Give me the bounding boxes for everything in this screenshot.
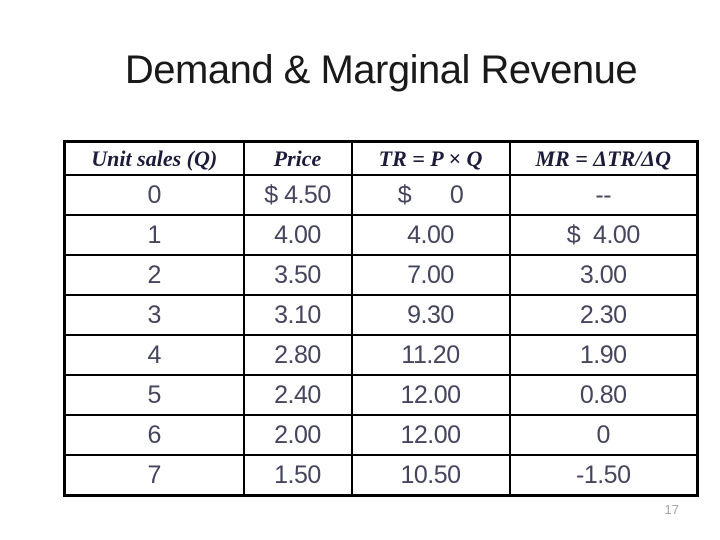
table-cell: 2.30 bbox=[508, 294, 699, 336]
table-cell: 1 bbox=[63, 214, 245, 256]
table-row: 6 2.00 12.00 0 bbox=[63, 414, 699, 456]
table-cell: 11.20 bbox=[350, 334, 511, 376]
table-cell: 2.80 bbox=[242, 334, 353, 376]
table-cell: 3.50 bbox=[242, 254, 353, 296]
column-header-total-revenue: TR = P × Q bbox=[350, 140, 511, 176]
table-cell: 12.00 bbox=[350, 414, 511, 456]
table-cell: 1.90 bbox=[508, 334, 699, 376]
table-cell: 0 bbox=[508, 414, 699, 456]
page-number: 17 bbox=[664, 502, 679, 517]
table-header-row: Unit sales (Q) Price TR = P × Q MR = ΔTR… bbox=[63, 140, 699, 176]
table-cell: 2.00 bbox=[242, 414, 353, 456]
column-header-price: Price bbox=[242, 140, 353, 176]
table-cell: -1.50 bbox=[508, 454, 699, 497]
table-cell: $ 0 bbox=[350, 174, 511, 216]
table-cell: 4.00 bbox=[350, 214, 511, 256]
table-row: 3 3.10 9.30 2.30 bbox=[63, 294, 699, 336]
table-cell: 7.00 bbox=[350, 254, 511, 296]
table-cell: 3.00 bbox=[508, 254, 699, 296]
table-row: 1 4.00 4.00 $ 4.00 bbox=[63, 214, 699, 256]
table-cell: 12.00 bbox=[350, 374, 511, 416]
table-cell: 2.40 bbox=[242, 374, 353, 416]
table-row: 0 $ 4.50 $ 0 -- bbox=[63, 174, 699, 216]
table-row: 5 2.40 12.00 0.80 bbox=[63, 374, 699, 416]
table-cell: 3 bbox=[63, 294, 245, 336]
demand-marginal-revenue-table: Unit sales (Q) Price TR = P × Q MR = ΔTR… bbox=[63, 140, 699, 497]
table-cell: 7 bbox=[63, 454, 245, 497]
table-cell: 9.30 bbox=[350, 294, 511, 336]
table-cell: 3.10 bbox=[242, 294, 353, 336]
slide-title: Demand & Marginal Revenue bbox=[124, 48, 638, 92]
table-row: 2 3.50 7.00 3.00 bbox=[63, 254, 699, 296]
table-cell: 1.50 bbox=[242, 454, 353, 497]
table-cell: $ 4.50 bbox=[242, 174, 353, 216]
table-cell: 0.80 bbox=[508, 374, 699, 416]
table-row: 7 1.50 10.50 -1.50 bbox=[63, 454, 699, 497]
table-cell: 10.50 bbox=[350, 454, 511, 497]
table-cell: 4.00 bbox=[242, 214, 353, 256]
table-cell: $ 4.00 bbox=[508, 214, 699, 256]
column-header-unit-sales: Unit sales (Q) bbox=[63, 140, 245, 176]
table-cell: 0 bbox=[63, 174, 245, 216]
table-cell: 2 bbox=[63, 254, 245, 296]
table-row: 4 2.80 11.20 1.90 bbox=[63, 334, 699, 376]
table-cell: 5 bbox=[63, 374, 245, 416]
column-header-marginal-revenue: MR = ΔTR/ΔQ bbox=[508, 140, 699, 176]
table-cell: 6 bbox=[63, 414, 245, 456]
table-cell: 4 bbox=[63, 334, 245, 376]
table-cell: -- bbox=[508, 174, 699, 216]
